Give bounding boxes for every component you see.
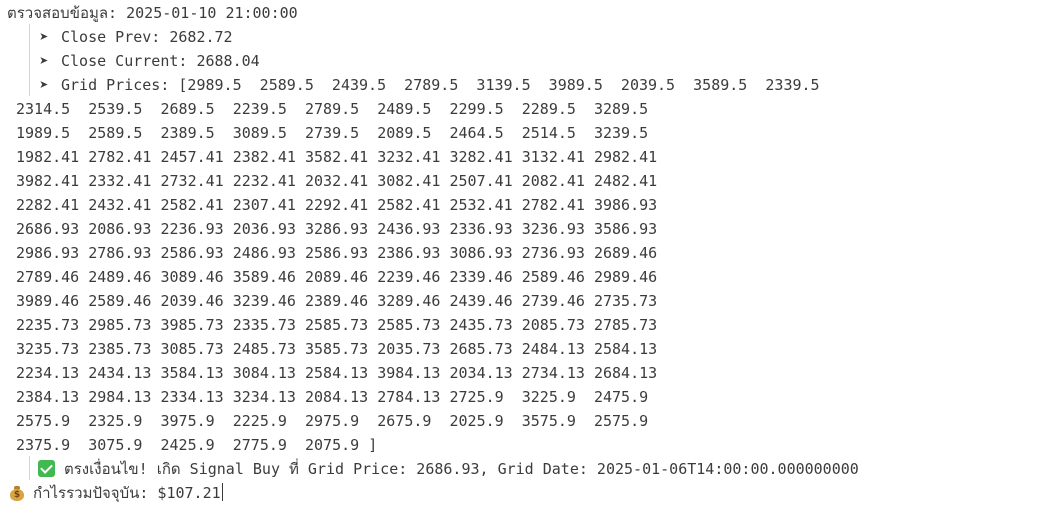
indent-guide [29,24,30,96]
text-cursor [221,483,223,501]
arrow-icon: ➤ [39,28,49,46]
grid-prices-row: 2986.93 2786.93 2586.93 2486.93 2586.93 … [16,244,658,262]
money-bag-icon: $ [9,485,25,501]
check-data-header: ตรวจสอบข้อมูล: 2025-01-10 21:00:00 [7,4,298,22]
grid-prices-text: Grid Prices: [2989.5 2589.5 2439.5 2789.… [61,76,820,94]
close-current-line: ➤ Close Current: 2688.04 [0,49,1047,73]
grid-prices-row: 2282.41 2432.41 2582.41 2307.41 2292.41 … [16,196,658,214]
grid-prices-line: ➤ Grid Prices: [2989.5 2589.5 2439.5 2789… [0,73,1047,97]
indent-guide [29,456,30,480]
grid-prices-row: 3235.73 2385.73 3085.73 2485.73 3585.73 … [16,340,658,358]
grid-prices-row: 2234.13 2434.13 3584.13 3084.13 2584.13 … [16,364,658,382]
total-profit-text: กำไรรวมปัจจุบัน: $107.21 [33,484,221,502]
grid-prices-row: 2575.9 2325.9 3975.9 2225.9 2975.9 2675.… [16,412,649,430]
grid-prices-row: 2789.46 2489.46 3089.46 3589.46 2089.46 … [16,268,658,286]
grid-prices-row: 2375.9 3075.9 2425.9 2775.9 2075.9 ] [16,436,378,454]
grid-prices-row: 3982.41 2332.41 2732.41 2232.41 2032.41 … [16,172,658,190]
close-current-text: Close Current: 2688.04 [61,52,260,70]
total-profit-line: $ กำไรรวมปัจจุบัน: $107.21 [0,481,1047,505]
grid-prices-row: 2314.5 2539.5 2689.5 2239.5 2789.5 2489.… [16,100,649,118]
close-prev-text: Close Prev: 2682.72 [61,28,233,46]
arrow-icon: ➤ [39,76,49,94]
close-prev-line: ➤ Close Prev: 2682.72 [0,25,1047,49]
signal-buy-line: ตรงเงื่อนไข! เกิด Signal Buy ที่ Grid Pr… [0,457,1047,481]
grid-prices-row: 2686.93 2086.93 2236.93 2036.93 3286.93 … [16,220,658,238]
check-mark-icon [38,460,55,477]
grid-prices-row: 1982.41 2782.41 2457.41 2382.41 3582.41 … [16,148,658,166]
grid-prices-row: 2384.13 2984.13 2334.13 3234.13 2084.13 … [16,388,649,406]
arrow-icon: ➤ [39,52,49,70]
signal-buy-text: ตรงเงื่อนไข! เกิด Signal Buy ที่ Grid Pr… [64,460,859,478]
grid-prices-row: 1989.5 2589.5 2389.5 3089.5 2739.5 2089.… [16,124,649,142]
grid-prices-row: 3989.46 2589.46 2039.46 3239.46 2389.46 … [16,292,658,310]
grid-prices-row: 2235.73 2985.73 3985.73 2335.73 2585.73 … [16,316,658,334]
